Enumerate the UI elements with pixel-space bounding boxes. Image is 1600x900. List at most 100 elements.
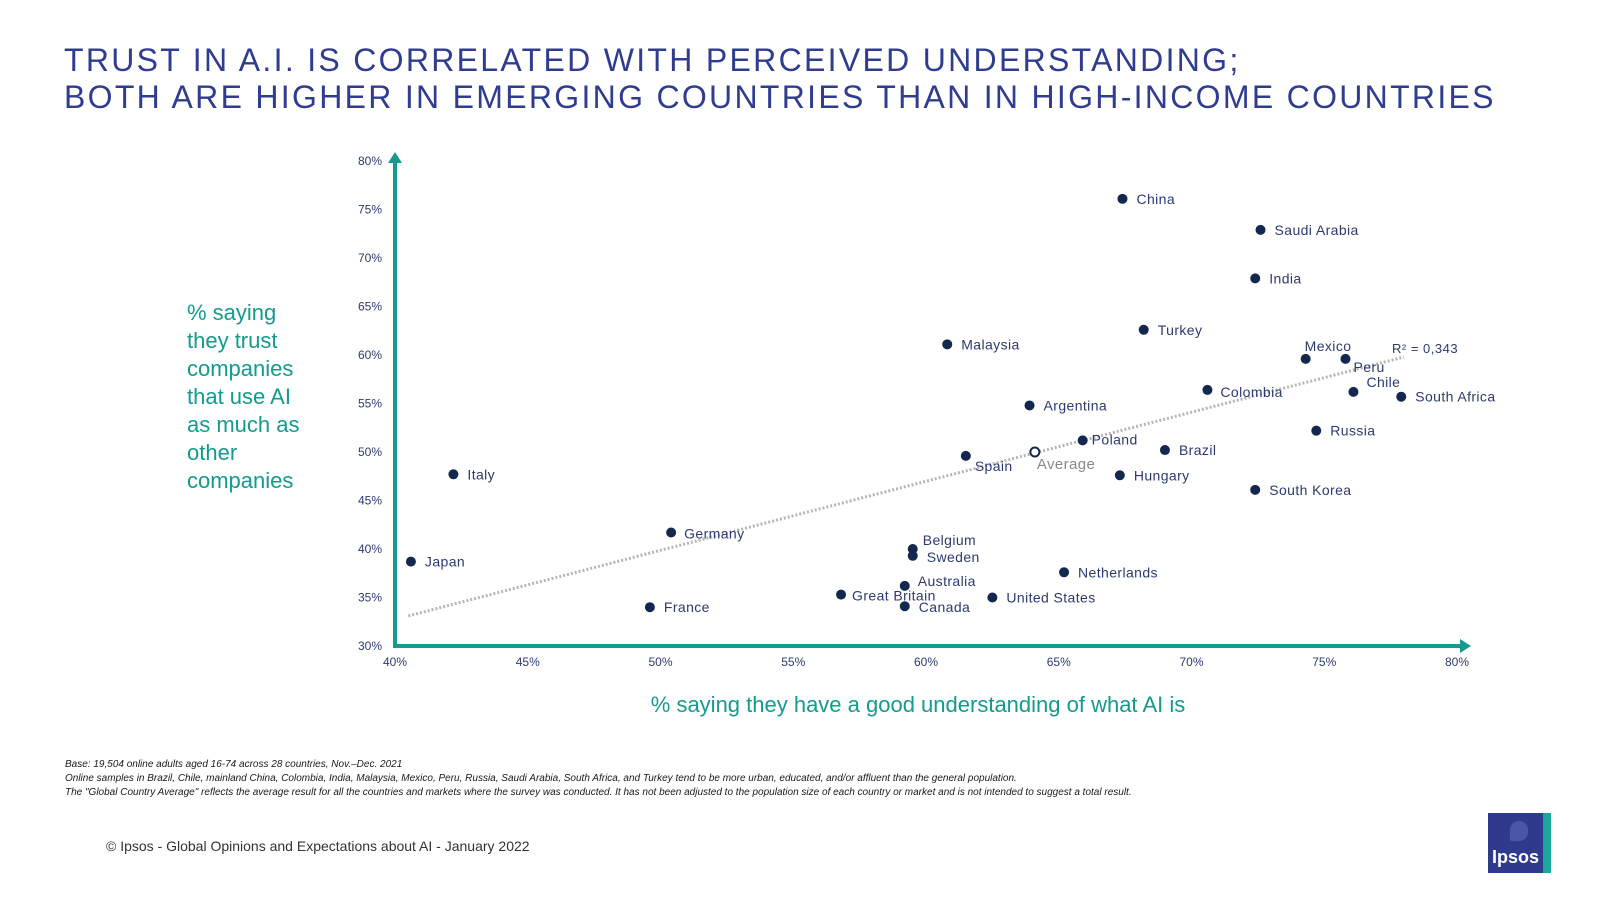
data-point-marker xyxy=(1250,273,1261,284)
data-point-marker xyxy=(907,550,918,561)
trendline-layer: R² = 0,343 xyxy=(407,341,1458,618)
point-average: Average xyxy=(1029,446,1095,473)
data-point-label: Malaysia xyxy=(961,336,1019,352)
data-point-label: South Africa xyxy=(1415,389,1495,405)
point-australia: Australia xyxy=(899,573,975,591)
logo-swoosh-icon xyxy=(1543,813,1551,873)
data-point-label: Peru xyxy=(1353,359,1384,375)
x-tick-label: 65% xyxy=(1047,655,1071,669)
point-poland: Poland xyxy=(1077,431,1137,447)
data-point-marker xyxy=(836,589,847,600)
point-south-korea: South Korea xyxy=(1250,482,1351,498)
data-point-marker xyxy=(448,469,459,480)
point-mexico: Mexico xyxy=(1300,338,1351,364)
data-point-label: Saudi Arabia xyxy=(1275,222,1359,238)
logo-mark-icon xyxy=(1510,821,1528,841)
data-point-marker xyxy=(1396,391,1407,402)
logo-text: Ipsos xyxy=(1492,847,1540,867)
data-point-label: Turkey xyxy=(1158,322,1203,338)
data-point-label: Canada xyxy=(919,599,970,615)
data-point-marker xyxy=(987,592,998,603)
y-axis-label: % saying they trust companies that use A… xyxy=(187,300,300,493)
data-point-marker xyxy=(1117,193,1128,204)
x-axis-label: % saying they have a good understanding … xyxy=(650,692,1186,717)
point-malaysia: Malaysia xyxy=(942,336,1019,352)
data-point-marker xyxy=(1300,353,1311,364)
data-point-marker xyxy=(666,527,677,538)
x-tick-label: 60% xyxy=(914,655,938,669)
data-point-label: Germany xyxy=(684,526,744,542)
point-india: India xyxy=(1250,270,1301,286)
data-point-label: Spain xyxy=(975,458,1013,474)
x-tick-label: 55% xyxy=(781,655,805,669)
data-point-label: Brazil xyxy=(1179,442,1216,458)
data-point-marker xyxy=(1114,470,1125,481)
point-turkey: Turkey xyxy=(1138,322,1203,338)
data-point-marker xyxy=(1059,567,1070,578)
point-france: France xyxy=(644,599,710,615)
footnote-base: Base: 19,504 online adults aged 16-74 ac… xyxy=(65,759,403,770)
data-point-marker xyxy=(1348,386,1359,397)
data-point-label: United States xyxy=(1006,590,1095,606)
ipsos-logo: Ipsos xyxy=(1488,813,1551,873)
data-point-label: Sweden xyxy=(927,549,980,565)
data-point-marker xyxy=(644,602,655,613)
y-tick-label: 80% xyxy=(358,154,382,168)
data-point-marker xyxy=(1077,435,1088,446)
y-tick-label: 65% xyxy=(358,300,382,314)
point-italy: Italy xyxy=(448,466,495,482)
data-point-label: Netherlands xyxy=(1078,564,1158,580)
y-tick-label: 60% xyxy=(358,348,382,362)
data-point-marker xyxy=(1311,425,1322,436)
data-point-label: India xyxy=(1269,270,1301,286)
y-tick-label: 45% xyxy=(358,494,382,508)
data-point-label: Hungary xyxy=(1134,467,1190,483)
data-point-marker xyxy=(960,450,971,461)
data-point-label: Chile xyxy=(1366,374,1400,390)
x-tick-label: 75% xyxy=(1312,655,1336,669)
y-tick-label: 40% xyxy=(358,542,382,556)
data-point-marker xyxy=(1159,445,1170,456)
y-tick-label: 35% xyxy=(358,591,382,605)
footnote-average: The "Global Country Average" reflects th… xyxy=(65,787,1132,798)
data-point-label: China xyxy=(1136,191,1175,207)
data-point-label: Average xyxy=(1037,456,1095,473)
y-tick-label: 50% xyxy=(358,445,382,459)
y-tick-label: 30% xyxy=(358,639,382,653)
footnote-samples: Online samples in Brazil, Chile, mainlan… xyxy=(65,773,1017,784)
data-point-marker xyxy=(1250,484,1261,495)
point-japan: Japan xyxy=(405,554,465,570)
point-argentina: Argentina xyxy=(1024,397,1107,413)
points-layer: China Saudi Arabia India Turkey Malaysia Mexi… xyxy=(405,191,1495,615)
data-point-marker xyxy=(405,556,416,567)
title-line-2: BOTH ARE HIGHER IN EMERGING COUNTRIES TH… xyxy=(64,79,1496,115)
point-canada: Canada xyxy=(899,599,970,615)
title-line-1: TRUST IN A.I. IS CORRELATED WITH PERCEIV… xyxy=(64,42,1241,78)
y-tick-label: 70% xyxy=(358,251,382,265)
data-point-marker xyxy=(1255,224,1266,235)
data-point-label: France xyxy=(664,599,710,615)
y-tick-label: 55% xyxy=(358,397,382,411)
x-tick-label: 50% xyxy=(648,655,672,669)
chart-title: TRUST IN A.I. IS CORRELATED WITH PERCEIV… xyxy=(64,42,1564,116)
data-point-label: Italy xyxy=(467,466,495,482)
footnotes: Base: 19,504 online adults aged 16-74 ac… xyxy=(65,758,1465,800)
point-great-britain: Great Britain xyxy=(836,588,935,604)
point-russia: Russia xyxy=(1311,423,1375,439)
data-point-marker xyxy=(1340,353,1351,364)
point-colombia: Colombia xyxy=(1202,384,1282,400)
x-tick-label: 70% xyxy=(1179,655,1203,669)
y-axis-arrow-icon xyxy=(388,152,402,163)
r-squared-label: R² = 0,343 xyxy=(1392,341,1458,356)
x-tick-label: 80% xyxy=(1445,655,1469,669)
point-brazil: Brazil xyxy=(1159,442,1216,458)
data-point-label: South Korea xyxy=(1269,482,1351,498)
data-point-marker xyxy=(1138,324,1149,335)
data-point-marker xyxy=(942,339,953,350)
data-point-label: Colombia xyxy=(1220,384,1282,400)
data-point-marker xyxy=(1202,384,1213,395)
data-point-label: Belgium xyxy=(923,532,976,548)
point-spain: Spain xyxy=(960,450,1013,474)
point-chile: Chile xyxy=(1348,374,1400,397)
